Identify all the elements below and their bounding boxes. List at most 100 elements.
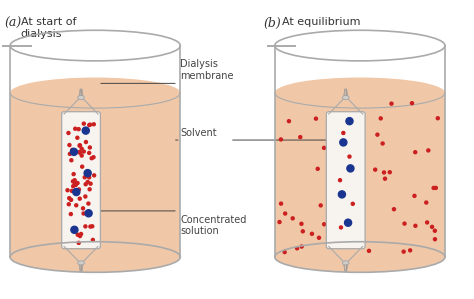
Ellipse shape — [342, 261, 349, 265]
Circle shape — [82, 212, 85, 215]
Circle shape — [72, 180, 74, 183]
Circle shape — [314, 117, 318, 120]
Circle shape — [280, 202, 283, 205]
Circle shape — [68, 197, 71, 200]
Circle shape — [427, 149, 430, 152]
Circle shape — [402, 250, 405, 253]
FancyBboxPatch shape — [62, 112, 100, 249]
Ellipse shape — [78, 261, 84, 265]
Circle shape — [88, 146, 91, 149]
Circle shape — [323, 223, 326, 226]
Circle shape — [71, 148, 77, 155]
Circle shape — [414, 224, 417, 227]
Circle shape — [84, 183, 87, 186]
Circle shape — [73, 182, 76, 185]
Circle shape — [72, 185, 75, 188]
Ellipse shape — [342, 95, 349, 100]
Circle shape — [403, 222, 406, 225]
Circle shape — [67, 132, 70, 135]
Circle shape — [77, 241, 80, 244]
Circle shape — [78, 197, 81, 200]
Circle shape — [430, 225, 434, 228]
Circle shape — [351, 202, 354, 205]
Polygon shape — [275, 93, 445, 257]
Circle shape — [280, 138, 283, 141]
Circle shape — [91, 238, 94, 241]
Circle shape — [68, 152, 72, 155]
Circle shape — [84, 141, 88, 144]
Circle shape — [75, 204, 78, 207]
Circle shape — [300, 245, 303, 248]
Circle shape — [319, 204, 322, 207]
Circle shape — [381, 142, 384, 145]
Circle shape — [291, 217, 294, 220]
Circle shape — [82, 150, 85, 153]
Circle shape — [88, 123, 91, 126]
Circle shape — [92, 156, 95, 159]
Circle shape — [338, 191, 346, 198]
Circle shape — [69, 213, 73, 216]
Circle shape — [383, 177, 386, 180]
Circle shape — [318, 236, 320, 239]
Circle shape — [345, 219, 352, 226]
Text: At start of
dialysis: At start of dialysis — [20, 17, 76, 39]
Circle shape — [66, 189, 69, 192]
Circle shape — [80, 232, 82, 236]
Circle shape — [287, 120, 291, 123]
Circle shape — [77, 188, 81, 191]
Circle shape — [409, 249, 411, 252]
Circle shape — [68, 144, 71, 147]
Circle shape — [91, 225, 94, 228]
Circle shape — [80, 154, 83, 157]
Circle shape — [70, 189, 73, 193]
Circle shape — [74, 127, 77, 130]
Circle shape — [92, 123, 95, 126]
Circle shape — [414, 151, 417, 154]
Circle shape — [85, 210, 92, 217]
Circle shape — [84, 170, 91, 177]
Circle shape — [383, 171, 385, 174]
Circle shape — [425, 201, 428, 204]
Circle shape — [78, 151, 82, 154]
Text: Concentrated
solution: Concentrated solution — [180, 215, 246, 236]
Circle shape — [310, 232, 313, 235]
Circle shape — [300, 222, 303, 225]
Circle shape — [410, 102, 413, 105]
Circle shape — [71, 148, 74, 151]
Text: (b): (b) — [263, 17, 281, 30]
Text: Dialysis
membrane: Dialysis membrane — [180, 60, 234, 81]
Circle shape — [78, 151, 81, 154]
Circle shape — [376, 133, 379, 136]
Circle shape — [70, 159, 73, 162]
Circle shape — [76, 136, 79, 139]
Ellipse shape — [10, 77, 180, 108]
Circle shape — [74, 183, 77, 186]
Circle shape — [301, 230, 304, 233]
Circle shape — [76, 233, 79, 236]
Circle shape — [78, 144, 81, 147]
Circle shape — [390, 102, 393, 105]
Circle shape — [342, 132, 345, 135]
Circle shape — [432, 186, 435, 190]
Circle shape — [379, 117, 382, 120]
Circle shape — [86, 181, 89, 184]
Circle shape — [90, 157, 93, 160]
Circle shape — [80, 147, 83, 150]
Circle shape — [433, 229, 437, 232]
Circle shape — [82, 127, 89, 134]
Circle shape — [426, 221, 428, 224]
Circle shape — [88, 151, 91, 154]
Circle shape — [88, 176, 91, 179]
Circle shape — [89, 182, 92, 185]
Circle shape — [433, 238, 437, 241]
Circle shape — [76, 181, 79, 184]
Circle shape — [89, 123, 91, 126]
Circle shape — [70, 198, 73, 202]
Circle shape — [84, 195, 87, 198]
Circle shape — [299, 136, 302, 139]
Circle shape — [436, 117, 439, 120]
Circle shape — [71, 226, 78, 233]
Ellipse shape — [275, 77, 445, 108]
Circle shape — [82, 207, 84, 210]
Circle shape — [77, 128, 80, 131]
